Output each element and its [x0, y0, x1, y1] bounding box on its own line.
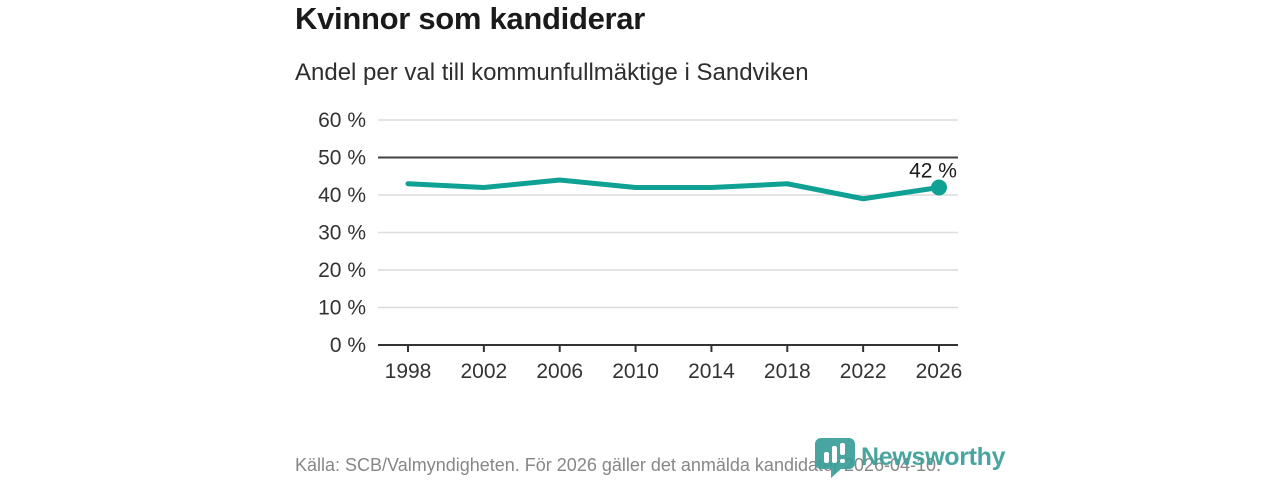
svg-text:42 %: 42 % — [909, 160, 957, 183]
svg-text:0 %: 0 % — [330, 334, 366, 357]
newsworthy-pin-bar-chart-icon — [815, 438, 855, 478]
svg-text:30 %: 30 % — [318, 222, 366, 245]
chart-title: Kvinnor som kandiderar — [295, 1, 645, 36]
svg-text:2010: 2010 — [612, 360, 659, 383]
svg-text:2022: 2022 — [840, 360, 887, 383]
y-axis-labels: 0 % 10 % 20 % 30 % 40 % 50 % 60 % — [318, 109, 366, 357]
svg-text:2018: 2018 — [764, 360, 811, 383]
newsworthy-wordmark: Newsworthy — [861, 443, 1006, 471]
chart-subtitle: Andel per val till kommunfullmäktige i S… — [295, 59, 809, 86]
x-axis-labels: 1998 2002 2006 2010 2014 2018 2022 2026 — [385, 360, 963, 383]
end-label: 42 % — [909, 160, 957, 183]
source-note: Källa: SCB/Valmyndigheten. För 2026 gäll… — [295, 455, 942, 475]
svg-text:1998: 1998 — [385, 360, 432, 383]
end-marker — [930, 179, 947, 196]
svg-text:2002: 2002 — [460, 360, 507, 383]
svg-text:2014: 2014 — [688, 360, 735, 383]
x-axis — [378, 344, 958, 352]
series-line — [405, 177, 942, 202]
svg-text:20 %: 20 % — [318, 259, 366, 282]
newsworthy-logo: Newsworthy — [812, 436, 1006, 478]
svg-text:10 %: 10 % — [318, 297, 366, 320]
svg-text:50 %: 50 % — [318, 147, 366, 170]
y-gridlines — [378, 119, 958, 309]
svg-text:2006: 2006 — [536, 360, 583, 383]
svg-text:60 %: 60 % — [318, 109, 366, 132]
svg-text:40 %: 40 % — [318, 184, 366, 207]
svg-text:2026: 2026 — [916, 360, 963, 383]
